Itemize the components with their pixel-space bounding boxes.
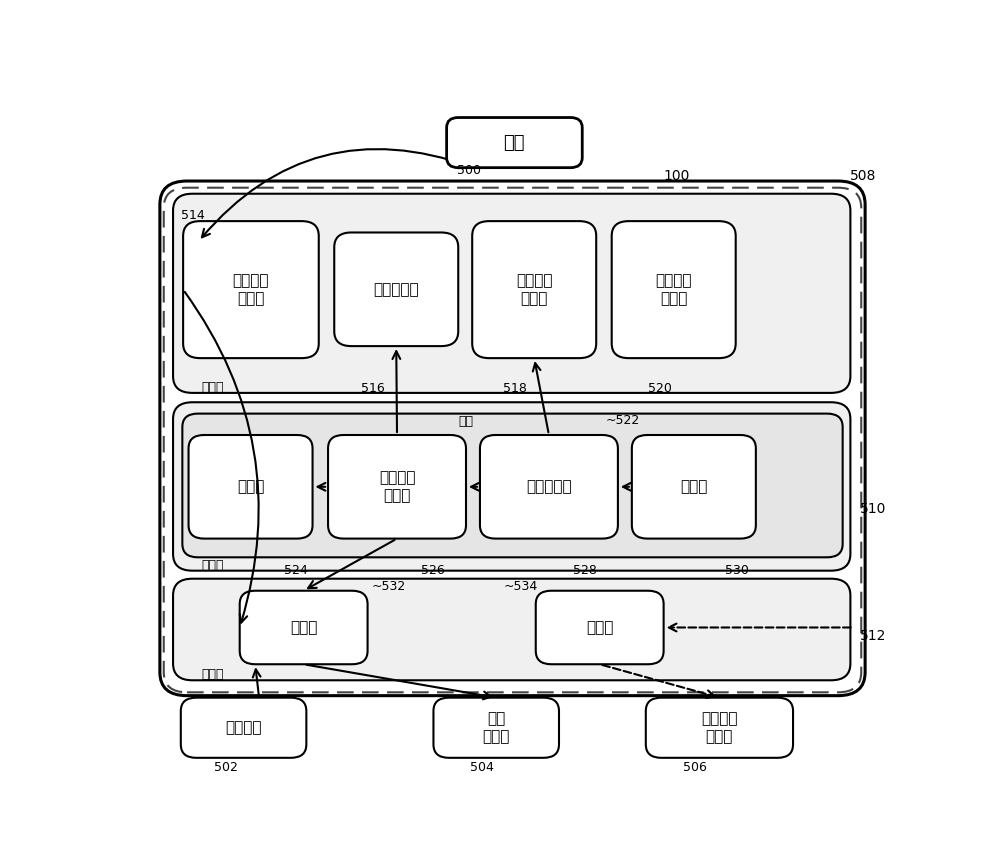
Text: 528: 528 bbox=[573, 563, 597, 576]
Text: 健康量度
可视器: 健康量度 可视器 bbox=[516, 273, 552, 306]
Text: 530: 530 bbox=[725, 563, 749, 576]
FancyBboxPatch shape bbox=[183, 221, 319, 358]
FancyBboxPatch shape bbox=[181, 698, 306, 758]
FancyBboxPatch shape bbox=[447, 117, 582, 168]
Text: 506: 506 bbox=[683, 760, 707, 773]
FancyBboxPatch shape bbox=[646, 698, 793, 758]
FancyBboxPatch shape bbox=[472, 221, 596, 358]
Text: 520: 520 bbox=[648, 383, 672, 396]
Text: 扫描器: 扫描器 bbox=[680, 479, 708, 494]
FancyBboxPatch shape bbox=[173, 402, 850, 570]
Text: 516: 516 bbox=[361, 383, 385, 396]
FancyBboxPatch shape bbox=[433, 698, 559, 758]
Text: 结果可视器: 结果可视器 bbox=[373, 282, 419, 297]
Text: 排序器: 排序器 bbox=[237, 479, 264, 494]
Text: 500: 500 bbox=[457, 165, 481, 177]
Text: 上传器: 上传器 bbox=[290, 620, 317, 635]
Text: ~532: ~532 bbox=[371, 580, 406, 593]
Text: 处理层: 处理层 bbox=[201, 559, 223, 572]
Text: 时间系列
可视器: 时间系列 可视器 bbox=[233, 273, 269, 306]
Text: ~534: ~534 bbox=[503, 580, 537, 593]
Text: 呈现层: 呈现层 bbox=[201, 381, 223, 394]
Text: 526: 526 bbox=[421, 563, 445, 576]
Text: 历史数据: 历史数据 bbox=[225, 720, 262, 735]
Text: 100: 100 bbox=[664, 168, 690, 182]
FancyBboxPatch shape bbox=[173, 194, 850, 393]
Text: 实况
数据流: 实况 数据流 bbox=[483, 712, 510, 744]
Text: 写入器: 写入器 bbox=[586, 620, 613, 635]
FancyBboxPatch shape bbox=[173, 579, 850, 681]
FancyBboxPatch shape bbox=[632, 435, 756, 538]
Text: 512: 512 bbox=[860, 628, 886, 642]
Text: 524: 524 bbox=[284, 563, 308, 576]
FancyBboxPatch shape bbox=[328, 435, 466, 538]
Text: 配置管理器: 配置管理器 bbox=[526, 479, 572, 494]
FancyBboxPatch shape bbox=[160, 181, 865, 695]
FancyBboxPatch shape bbox=[182, 414, 843, 557]
FancyBboxPatch shape bbox=[334, 233, 458, 346]
Text: 508: 508 bbox=[850, 168, 876, 182]
Text: ~522: ~522 bbox=[606, 414, 640, 427]
Text: 用户: 用户 bbox=[503, 134, 525, 152]
Text: 504: 504 bbox=[470, 760, 494, 773]
Text: 数据层: 数据层 bbox=[201, 668, 223, 681]
Text: 引擎: 引擎 bbox=[458, 415, 473, 428]
FancyBboxPatch shape bbox=[480, 435, 618, 538]
Text: 514: 514 bbox=[181, 209, 205, 222]
Text: 机器学习
管线库: 机器学习 管线库 bbox=[379, 470, 415, 503]
Text: 510: 510 bbox=[860, 502, 886, 516]
FancyBboxPatch shape bbox=[189, 435, 313, 538]
FancyBboxPatch shape bbox=[612, 221, 736, 358]
FancyBboxPatch shape bbox=[240, 591, 368, 664]
Text: 基本事实
数据库: 基本事实 数据库 bbox=[701, 712, 738, 744]
Text: 基本事实
选择器: 基本事实 选择器 bbox=[655, 273, 692, 306]
Text: 518: 518 bbox=[503, 383, 527, 396]
Text: 502: 502 bbox=[214, 760, 238, 773]
FancyBboxPatch shape bbox=[536, 591, 664, 664]
